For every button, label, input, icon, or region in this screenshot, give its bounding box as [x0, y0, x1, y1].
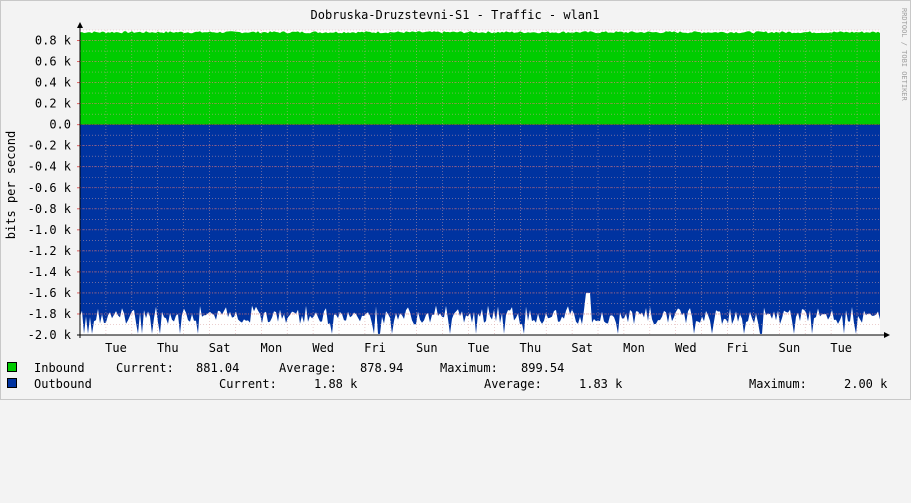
x-tick-label: Mon	[623, 341, 645, 355]
legend-inbound: Inbound Current: 881.04 Average: 878.94 …	[7, 361, 564, 375]
inbound-average-value: 878.94	[360, 361, 404, 375]
rrdtool-watermark: RRDTOOL / TOBI OETIKER	[900, 8, 908, 102]
x-tick-label: Sun	[779, 341, 801, 355]
y-tick-label: 0.4 k	[35, 76, 72, 90]
x-tick-label: Wed	[675, 341, 697, 355]
y-tick-label: 0.6 k	[35, 55, 72, 69]
x-tick-label: Tue	[105, 341, 127, 355]
y-tick-label: -0.2 k	[28, 139, 72, 153]
y-tick-label: -0.8 k	[28, 202, 72, 216]
outbound-current-label: Current:	[219, 377, 277, 391]
inbound-name: Inbound	[34, 361, 85, 375]
traffic-graph: Dobruska-Druzstevni-S1 - Traffic - wlan1…	[4, 8, 890, 355]
x-tick-label: Tue	[830, 341, 852, 355]
x-tick-label: Thu	[520, 341, 542, 355]
y-tick-label: 0.0	[49, 118, 71, 132]
x-tick-label: Sun	[416, 341, 438, 355]
watermark-text: RRDTOOL / TOBI OETIKER	[900, 8, 908, 102]
y-axis-arrow	[77, 22, 83, 28]
inbound-current-value: 881.04	[196, 361, 240, 375]
y-tick-label: -1.2 k	[28, 244, 72, 258]
y-tick-label: -0.6 k	[28, 181, 72, 195]
outbound-average-label: Average:	[484, 377, 542, 391]
outbound-maximum-label: Maximum:	[749, 377, 807, 391]
x-tick-label: Sat	[571, 341, 593, 355]
x-tick-label: Tue	[468, 341, 490, 355]
inbound-maximum-value: 899.54	[521, 361, 565, 375]
series-inbound-area	[80, 31, 880, 125]
x-tick-label: Fri	[727, 341, 749, 355]
x-axis-arrow	[884, 332, 890, 338]
outbound-maximum-value: 2.00 k	[844, 377, 888, 391]
y-axis-label: bits per second	[4, 131, 18, 239]
y-tick-label: -2.0 k	[28, 328, 72, 342]
x-tick-label: Fri	[364, 341, 386, 355]
inbound-swatch	[7, 362, 17, 372]
y-tick-label: -1.8 k	[28, 307, 72, 321]
y-tick-label: -1.6 k	[28, 286, 72, 300]
y-tick-label: -1.4 k	[28, 265, 72, 279]
legend-outbound: Outbound Current: 1.88 k Average: 1.83 k…	[7, 377, 887, 391]
x-tick-label: Wed	[312, 341, 334, 355]
outbound-name: Outbound	[34, 377, 92, 391]
y-tick-label: -1.0 k	[28, 223, 72, 237]
inbound-current-label: Current:	[116, 361, 174, 375]
outbound-average-value: 1.83 k	[579, 377, 623, 391]
x-tick-label: Sat	[209, 341, 231, 355]
y-tick-label: 0.2 k	[35, 97, 72, 111]
outbound-current-value: 1.88 k	[314, 377, 358, 391]
y-tick-label: -0.4 k	[28, 160, 72, 174]
inbound-average-label: Average:	[279, 361, 337, 375]
y-tick-label: 0.8 k	[35, 34, 72, 48]
chart-title: Dobruska-Druzstevni-S1 - Traffic - wlan1	[311, 8, 600, 22]
x-tick-label: Mon	[261, 341, 283, 355]
x-tick-label: Thu	[157, 341, 179, 355]
outbound-swatch	[7, 378, 17, 388]
inbound-maximum-label: Maximum:	[440, 361, 498, 375]
